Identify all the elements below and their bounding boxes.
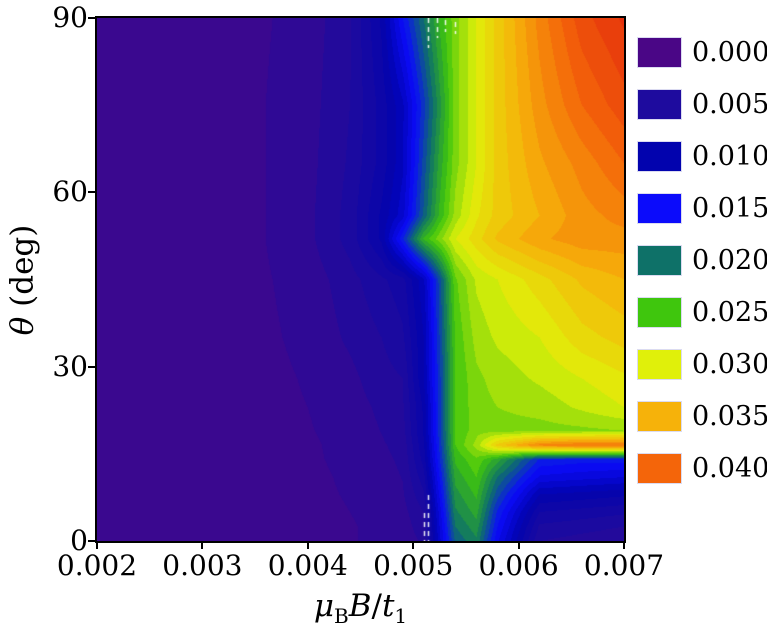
legend-swatch-icon [638,38,681,67]
legend-swatch-icon [638,454,681,483]
x-tick-mark [201,542,204,549]
legend-swatch-icon [638,246,681,275]
y-axis-label: θ (deg) [2,19,44,542]
legend-item: 0.020 [638,246,767,275]
x-tick-mark [96,542,98,549]
x-tick-mark [623,542,625,549]
y-tick-label: 30 [52,349,88,383]
legend-label: 0.020 [692,245,767,276]
legend-label: 0.035 [692,401,767,432]
x-tick-label: 0.002 [56,549,138,582]
legend-label: 0.000 [692,37,767,68]
legend-item: 0.025 [638,298,767,327]
x-tick-label: 0.003 [162,549,243,582]
x-tick-mark [412,542,415,549]
legend-swatch-icon [638,402,681,431]
legend-label: 0.040 [692,453,767,484]
legend-swatch-icon [638,350,681,379]
y-tick-mark [88,365,95,368]
x-tick-label: 0.006 [478,549,559,582]
x-axis-label: μBB/t1 [97,586,624,626]
y-tick-label: 60 [52,175,88,209]
heatmap-canvas [97,18,624,541]
legend-label: 0.010 [692,141,767,172]
legend-label: 0.005 [692,89,767,120]
x-tick-mark [306,542,309,549]
x-axis-label-t: t [381,588,395,624]
y-tick-label: 90 [52,1,88,34]
x-axis-label-mu: μ [313,588,334,624]
y-axis-label-units: (deg) [4,224,41,317]
y-tick-mark [88,191,95,194]
legend-swatch-icon [638,298,681,327]
legend-item: 0.000 [638,38,767,67]
legend-swatch-icon [638,142,681,171]
legend-label: 0.030 [692,349,767,380]
y-tick-mark [88,17,95,19]
legend-item: 0.010 [638,142,767,171]
legend-label: 0.015 [692,193,767,224]
legend-swatch-icon [638,90,681,119]
x-tick-label: 0.004 [267,549,348,582]
x-axis-label-mu-sub: B [334,604,349,629]
x-tick-label: 0.005 [373,549,454,582]
legend-item: 0.030 [638,350,767,379]
x-tick-label: 0.007 [583,549,665,582]
y-tick-label: 0 [70,524,88,557]
legend-item: 0.035 [638,402,767,431]
legend-label: 0.025 [692,297,767,328]
y-tick-mark [88,540,95,542]
x-axis-label-t-sub: 1 [394,604,408,629]
legend-item: 0.005 [638,90,767,119]
x-axis-label-slash: / [371,588,382,624]
y-axis-label-theta: θ [4,316,41,336]
legend-item: 0.015 [638,194,767,223]
x-axis-label-B: B [348,588,372,624]
legend-swatch-icon [638,194,681,223]
colorbar-legend: 0.000 0.005 0.010 0.015 0.020 0.025 0.03… [638,38,767,506]
x-tick-mark [517,542,520,549]
legend-item: 0.040 [638,454,767,483]
